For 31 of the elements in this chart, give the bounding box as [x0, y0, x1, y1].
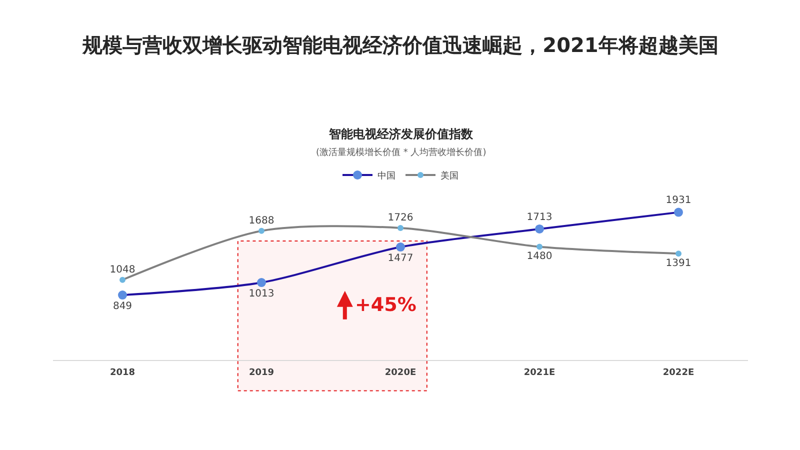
data-label: 1931: [666, 195, 692, 206]
point: [118, 290, 127, 300]
data-label: 849: [112, 301, 132, 312]
point: [258, 228, 264, 234]
x-tick-label: 2018: [110, 368, 136, 378]
chart-subtitle: 智能电视经济发展价值指数: [328, 127, 474, 141]
data-label: 1688: [248, 216, 274, 227]
point: [676, 250, 682, 257]
data-label: 1480: [526, 251, 552, 262]
data-label: 1391: [666, 258, 692, 269]
data-label: 1726: [388, 212, 414, 224]
text: (激活量规模增长价值 * 人均营收增长价值): [316, 147, 486, 158]
data-label: 1048: [110, 264, 136, 276]
point: [257, 278, 266, 288]
point: [536, 244, 542, 250]
point: [535, 224, 544, 234]
point: [674, 208, 683, 217]
x-tick-label: 2019: [248, 368, 274, 378]
x-tick-label: 2020E: [384, 368, 416, 378]
chart-title: 规模与营收双增长驱动智能电视经济价值迅速崛起，2021年将超越美国: [82, 33, 718, 57]
x-tick-label: 2022E: [662, 368, 694, 378]
data-label: 1477: [388, 253, 414, 264]
band-label: +45%: [355, 294, 416, 316]
data-label: 1713: [526, 212, 552, 223]
x-tick-label: 2021E: [524, 368, 556, 378]
point: [398, 224, 404, 231]
point: [396, 242, 405, 252]
legend-label: 中国: [378, 170, 396, 182]
legend-label: 美国: [440, 170, 458, 182]
point: [120, 276, 126, 283]
data-label: 1013: [248, 288, 274, 300]
